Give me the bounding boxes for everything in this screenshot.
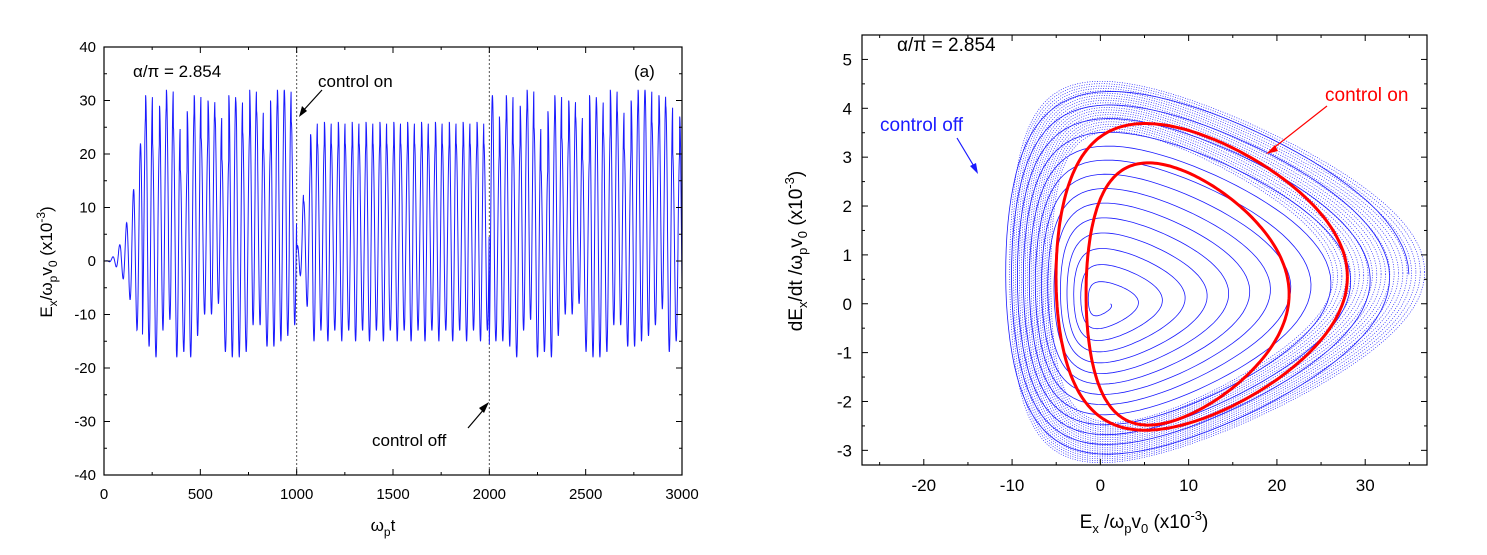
annotation-control-off-a: control off — [372, 431, 447, 450]
y-tick-label: 4 — [843, 99, 852, 118]
y-tick-label: -2 — [837, 392, 852, 411]
x-tick-label: 2500 — [569, 486, 602, 503]
x-tick-label: 3000 — [665, 486, 698, 503]
series-control-off-attractor — [1015, 88, 1412, 458]
panel-b-plot-area — [1005, 80, 1425, 464]
y-tick-label: 20 — [79, 146, 96, 163]
series-control-off-attractor — [1046, 126, 1343, 427]
x-tick-label: 2000 — [473, 486, 506, 503]
x-tick-label: 0 — [1096, 476, 1105, 495]
panel-a-tick-labels: 0 500 1000 1500 2000 2500 3000 -40 -30 -20 -10 0 10 2… — [74, 39, 698, 503]
series-control-off-attractor — [1034, 111, 1369, 439]
series-control-off-attractor — [1023, 97, 1395, 450]
y-tick-label: 3 — [843, 148, 852, 167]
series-line-ex — [104, 89, 683, 358]
panel-a-arrow-control-on — [299, 89, 323, 117]
series-control-off-attractor — [1042, 121, 1351, 431]
y-tick-label: 2 — [843, 197, 852, 216]
y-tick-label: 0 — [843, 295, 852, 314]
series-control-on-loop-2 — [1084, 161, 1291, 427]
y-tick-label: 10 — [79, 200, 96, 217]
x-tick-label: 1000 — [280, 486, 313, 503]
y-tick-label: 5 — [843, 50, 852, 69]
panel-a-y-axis-label: Ex/ωpv0 (x10-3) — [34, 206, 60, 317]
y-tick-label: -20 — [74, 360, 96, 377]
legend-label-control-on: control on — [1325, 85, 1408, 106]
legend-label-control-off: control off — [880, 115, 964, 136]
series-control-off-attractor — [1036, 114, 1365, 437]
panel-a-frame — [103, 46, 683, 476]
series-control-off-attractor — [1013, 85, 1417, 460]
panel-a-panel-label: (a) — [634, 62, 655, 81]
series-control-off-attractor — [1009, 80, 1425, 464]
x-tick-label: 0 — [100, 486, 108, 503]
panel-a: 0 500 1000 1500 2000 2500 3000 -40 -30 -20 -10 0 10 2… — [34, 39, 699, 539]
y-tick-label: 0 — [88, 253, 96, 270]
y-tick-label: 30 — [79, 93, 96, 110]
series-control-off-attractor — [1050, 131, 1334, 423]
series-control-off-attractor — [1040, 119, 1356, 433]
y-tick-label: 1 — [843, 246, 852, 265]
y-tick-label: -30 — [74, 414, 96, 431]
panel-a-x-axis-label: ωpt — [371, 516, 396, 539]
series-control-off-attractor — [1026, 102, 1386, 446]
panel-a-plot-area — [104, 47, 683, 475]
x-tick-label: 10 — [1179, 476, 1198, 495]
series-control-off-attractor — [1024, 100, 1391, 448]
series-control-off-attractor — [1019, 92, 1404, 454]
x-tick-label: 500 — [188, 486, 213, 503]
panel-b-arrow-control-off — [956, 137, 978, 174]
panel-b-arrow-control-on — [1266, 105, 1328, 154]
panel-b-x-axis-label: Ex /ωpv0 (x10-3) — [1080, 508, 1209, 536]
series-control-on-loop-1 — [1054, 122, 1349, 432]
y-tick-label: -10 — [74, 307, 96, 324]
x-tick-label: 20 — [1267, 476, 1286, 495]
series-control-off-attractor — [1017, 90, 1408, 456]
series-control-off-attractor — [1038, 116, 1360, 435]
x-tick-label: 1500 — [376, 486, 409, 503]
panel-a-arrow-control-off — [467, 402, 489, 429]
series-control-off-attractor — [1030, 107, 1378, 442]
panel-b-alpha-annotation: α/π = 2.854 — [897, 35, 996, 56]
panel-b-ticks — [862, 35, 1427, 465]
y-tick-label: -40 — [74, 467, 96, 484]
x-tick-label: -10 — [1000, 476, 1025, 495]
y-tick-label: -3 — [837, 441, 852, 460]
panel-b-y-axis-label: dEx/dt /ωpv0 (x10-3) — [782, 171, 810, 331]
series-control-off-attractor — [1028, 104, 1382, 444]
panel-a-ticks — [103, 46, 683, 476]
x-tick-label: -20 — [912, 476, 937, 495]
y-tick-label: 40 — [79, 39, 96, 56]
y-tick-label: -1 — [837, 344, 852, 363]
x-tick-label: 30 — [1356, 476, 1375, 495]
series-control-off-attractor — [1048, 128, 1338, 425]
panel-a-alpha-annotation: α/π = 2.854 — [133, 62, 221, 81]
annotation-control-on-a: control on — [318, 72, 393, 91]
